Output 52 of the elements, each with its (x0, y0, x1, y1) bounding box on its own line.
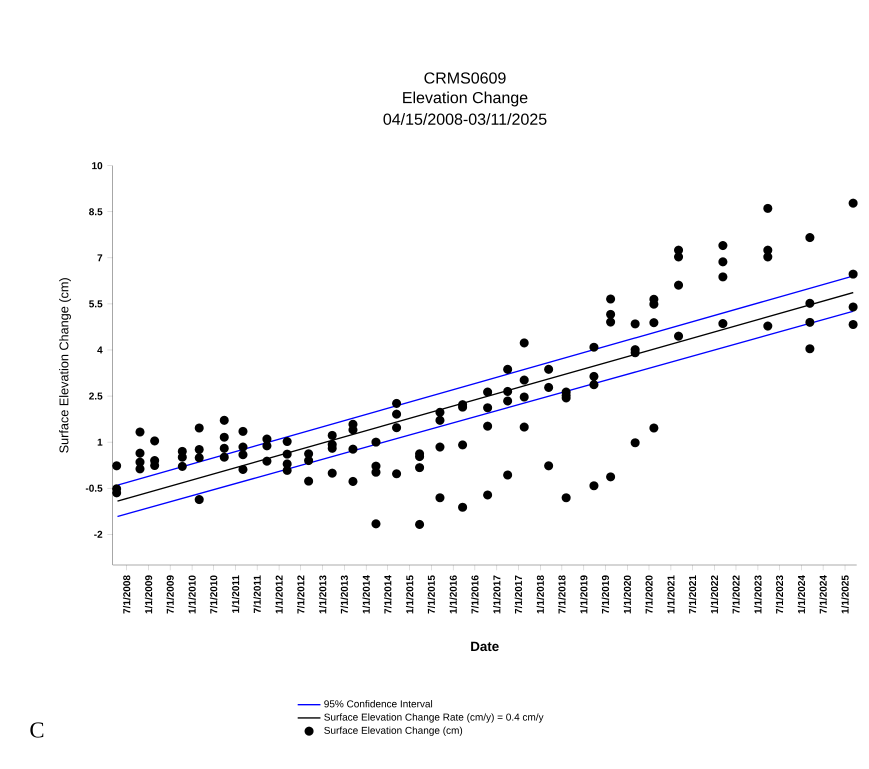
x-tick-label: 1/1/2023 (754, 575, 762, 614)
x-tick-label: 7/1/2024 (819, 575, 827, 614)
y-tick-label: 2.5 (89, 392, 102, 400)
x-tick-label: 7/1/2009 (166, 575, 174, 614)
x-tick-label: 7/1/2015 (428, 575, 435, 614)
x-tick-label: 7/1/2013 (340, 575, 348, 614)
y-axis-title: Surface Elevation Change (cm) (59, 278, 71, 453)
x-tick-label: 7/1/2012 (297, 575, 304, 614)
text: 04/15/2008-03/11/2025 (383, 113, 546, 125)
x-tick-label: 7/1/2022 (732, 575, 740, 614)
y-tick-label: 7 (98, 254, 102, 262)
x-tick-label: 7/1/2023 (776, 575, 784, 614)
x-tick-label: 1/1/2014 (362, 575, 370, 614)
chart-subtitle: Elevation Change (403, 92, 528, 106)
chart-title: CRMS0609 (424, 72, 506, 84)
x-tick-label: 1/1/2012 (275, 575, 283, 614)
y-tick-label: 10 (92, 162, 102, 170)
x-tick-label: 7/1/2017 (514, 575, 522, 614)
x-tick-label: 7/1/2019 (602, 575, 610, 614)
x-tick-label: 7/1/2018 (558, 575, 566, 614)
text: C (30, 722, 44, 738)
x-tick-label: 7/1/2011 (253, 575, 261, 613)
x-tick-label: 7/1/2014 (384, 575, 392, 614)
y-tick-label: 4 (97, 346, 103, 354)
y-tick-label: 5.5 (89, 300, 102, 308)
x-tick-label: 1/1/2021 (667, 575, 675, 614)
x-tick-label: 1/1/2016 (449, 575, 457, 614)
legend-label: 95% Confidence Interval (324, 700, 432, 708)
x-tick-label: 7/1/2008 (122, 575, 130, 614)
legend-label: Surface Elevation Change (cm) (324, 726, 462, 736)
x-tick-label: 1/1/2020 (624, 575, 632, 614)
x-tick-label: 7/1/2021 (688, 575, 696, 614)
x-tick-label: 1/1/2025 (841, 575, 849, 614)
x-axis-title: Date (471, 642, 499, 652)
legend-label: Surface Elevation Change Rate (cm/y) = 0.4 cm/y (324, 713, 544, 723)
x-tick-label: 7/1/2016 (471, 575, 479, 614)
x-tick-label: 1/1/2009 (144, 575, 152, 614)
y-tick-label: -2 (94, 530, 102, 538)
x-tick-label: 1/1/2018 (536, 575, 544, 614)
y-tick-label: -0.5 (86, 484, 102, 492)
x-tick-label: 1/1/2019 (580, 575, 588, 614)
x-tick-label: 1/1/2010 (188, 575, 196, 614)
x-tick-label: 1/1/2015 (406, 575, 414, 614)
x-tick-label: 1/1/2017 (493, 575, 501, 614)
y-tick-label: 1 (98, 438, 102, 446)
x-tick-label: 7/1/2020 (645, 575, 653, 614)
x-tick-label: 1/1/2013 (318, 575, 326, 614)
x-tick-label: 7/1/2010 (210, 575, 218, 614)
x-tick-label: 1/1/2022 (710, 575, 718, 614)
y-tick-label: 8.5 (89, 208, 102, 216)
x-tick-label: 1/1/2024 (798, 575, 806, 614)
x-tick-label: 1/1/2011 (232, 575, 240, 613)
